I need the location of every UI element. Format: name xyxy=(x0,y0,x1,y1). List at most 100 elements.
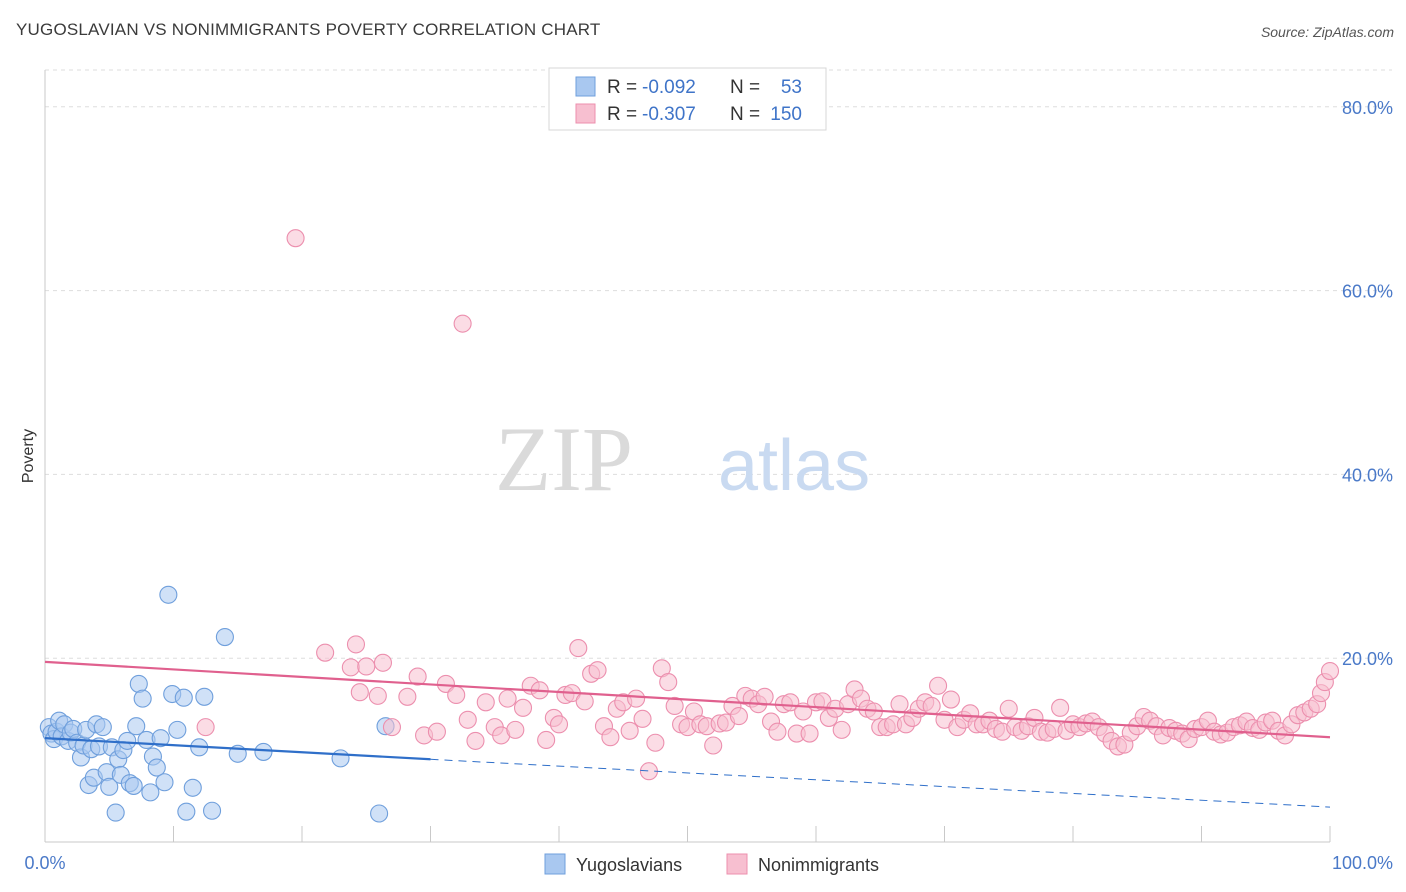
legend-r-label: R = xyxy=(607,104,637,125)
point-nonimmigrants-17 xyxy=(458,710,477,729)
point-nonimmigrants-61 xyxy=(755,687,774,706)
point-nonimmigrants-6 xyxy=(357,657,376,676)
point-yugoslavians-43 xyxy=(174,688,193,707)
point-nonimmigrants-11 xyxy=(398,687,417,706)
point-yugoslavians-48 xyxy=(215,628,234,647)
point-nonimmigrants-3 xyxy=(316,643,335,662)
x-tick-labels: 0.0% 100.0% xyxy=(24,853,1393,873)
point-nonimmigrants-16 xyxy=(447,685,466,705)
legend-n-label: N = xyxy=(730,104,760,125)
point-yugoslavians-47 xyxy=(203,801,222,820)
y-tick-label: 60.0% xyxy=(1342,282,1393,302)
legend-n-value: 53 xyxy=(781,77,802,98)
bottom-legend-swatch-1 xyxy=(726,853,748,875)
y-tick-label: 20.0% xyxy=(1342,649,1393,669)
legend-r-value: -0.092 xyxy=(642,77,696,98)
trend-extension-yugoslavians xyxy=(430,758,1331,808)
point-nonimmigrants-88 xyxy=(929,676,948,695)
point-yugoslavians-52 xyxy=(370,804,389,823)
point-yugoslavians-30 xyxy=(127,717,146,736)
source-label: Source: ZipAtlas.com xyxy=(1260,24,1394,40)
point-nonimmigrants-33 xyxy=(575,692,594,711)
point-nonimmigrants-8 xyxy=(350,683,369,702)
point-nonimmigrants-7 xyxy=(373,653,393,672)
point-yugoslavians-21 xyxy=(100,777,119,796)
point-nonimmigrants-29 xyxy=(549,715,569,734)
point-nonimmigrants-37 xyxy=(601,728,620,747)
point-nonimmigrants-35 xyxy=(588,661,607,680)
point-nonimmigrants-99 xyxy=(999,699,1018,718)
point-yugoslavians-46 xyxy=(195,687,214,706)
point-nonimmigrants-107 xyxy=(1051,698,1070,717)
watermark-atlas: atlas xyxy=(718,426,870,506)
point-yugoslavians-29 xyxy=(124,776,143,795)
point-nonimmigrants-47 xyxy=(665,696,684,716)
point-nonimmigrants-9 xyxy=(368,686,387,705)
point-nonimmigrants-41 xyxy=(627,689,646,708)
point-nonimmigrants-46 xyxy=(659,673,678,692)
correlation-legend: R = -0.092 N = 53 R = -0.307 N = 150 xyxy=(548,67,827,131)
point-nonimmigrants-73 xyxy=(832,720,851,739)
legend-n-label: N = xyxy=(730,77,760,98)
chart-title: YUGOSLAVIAN VS NONIMMIGRANTS POVERTY COR… xyxy=(16,20,601,39)
point-nonimmigrants-40 xyxy=(620,721,639,740)
point-nonimmigrants-0 xyxy=(286,229,305,248)
legend-r-value: -0.307 xyxy=(642,104,696,125)
point-nonimmigrants-5 xyxy=(341,658,360,677)
legend-n-value: 150 xyxy=(770,104,802,125)
point-nonimmigrants-1 xyxy=(453,314,472,333)
point-nonimmigrants-82 xyxy=(890,695,909,714)
x-tick-label-min: 0.0% xyxy=(24,853,65,873)
point-nonimmigrants-22 xyxy=(498,689,517,708)
point-nonimmigrants-57 xyxy=(729,707,748,726)
x-tick-label-max: 100.0% xyxy=(1332,853,1393,873)
legend-swatch-0 xyxy=(575,76,596,97)
axes xyxy=(44,70,1331,843)
point-yugoslavians-27 xyxy=(118,731,137,750)
point-yugoslavians-42 xyxy=(177,802,196,821)
point-yugoslavians-23 xyxy=(106,803,125,822)
trend-line-yugoslavians xyxy=(44,737,431,761)
y-tick-label: 80.0% xyxy=(1342,98,1393,118)
point-nonimmigrants-90 xyxy=(941,690,960,709)
point-nonimmigrants-68 xyxy=(800,724,819,743)
point-nonimmigrants-27 xyxy=(537,730,556,750)
point-yugoslavians-38 xyxy=(155,773,174,792)
point-nonimmigrants-53 xyxy=(704,736,723,755)
legend-r-label: R = xyxy=(607,77,637,98)
watermark-zip: ZIP xyxy=(495,408,633,510)
point-yugoslavians-34 xyxy=(141,783,160,802)
point-nonimmigrants-32 xyxy=(569,639,588,658)
y-tick-labels: 20.0% 40.0% 60.0% 80.0% xyxy=(1342,98,1393,669)
point-nonimmigrants-18 xyxy=(466,731,485,750)
point-yugoslavians-44 xyxy=(183,778,202,797)
watermark: ZIP atlas xyxy=(495,408,870,510)
point-yugoslavians-49 xyxy=(254,742,273,761)
point-nonimmigrants-10 xyxy=(382,718,402,737)
point-nonimmigrants-4 xyxy=(346,635,366,654)
point-nonimmigrants-19 xyxy=(476,693,495,712)
point-yugoslavians-39 xyxy=(159,585,178,604)
point-nonimmigrants-87 xyxy=(922,696,941,716)
trend-lines xyxy=(44,660,1331,808)
bottom-legend-swatch-0 xyxy=(544,853,566,875)
point-nonimmigrants-150 xyxy=(1320,662,1340,681)
y-axis-label: Poverty xyxy=(20,429,37,483)
point-nonimmigrants-63 xyxy=(768,722,787,741)
series-legend: Yugoslavians Nonimmigrants xyxy=(544,853,879,875)
point-yugoslavians-19 xyxy=(93,718,112,737)
point-nonimmigrants-23 xyxy=(506,720,525,739)
y-tick-label: 40.0% xyxy=(1342,465,1393,485)
series-yugoslavians xyxy=(39,585,395,823)
point-yugoslavians-37 xyxy=(151,729,170,748)
point-yugoslavians-51 xyxy=(331,749,350,768)
grid xyxy=(45,69,1392,659)
point-nonimmigrants-24 xyxy=(513,698,533,717)
point-yugoslavians-36 xyxy=(147,758,166,777)
point-nonimmigrants-44 xyxy=(646,733,665,752)
point-yugoslavians-32 xyxy=(133,689,152,708)
point-yugoslavians-41 xyxy=(168,720,187,739)
point-nonimmigrants-2 xyxy=(196,718,215,737)
bottom-legend-label-1: Nonimmigrants xyxy=(758,855,879,875)
